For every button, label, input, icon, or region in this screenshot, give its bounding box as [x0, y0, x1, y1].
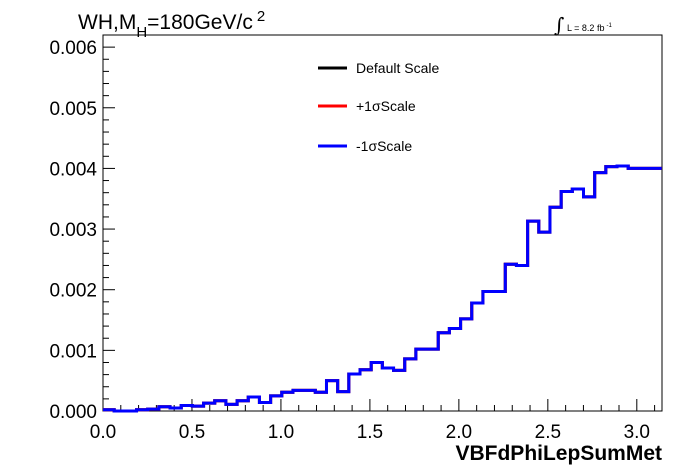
y-axis: 0.000 0.001 0.002 0.003 0.004 0.005 0.006 [49, 38, 115, 423]
title-main: WH,M [78, 11, 136, 34]
series-line-1 [103, 164, 662, 413]
chart-title: WH,MH=180GeV/c 2 [78, 8, 265, 41]
title-subscript: H [136, 24, 147, 41]
luminosity-label: ∫ L = 8.2 fb -1 [554, 13, 612, 37]
y-tick-label: 0.003 [49, 220, 97, 241]
lumi-value: L = 8.2 fb [567, 23, 604, 33]
title-rest: =180GeV/c [147, 11, 253, 34]
plot-area [102, 34, 663, 412]
x-tick-label: 3.0 [624, 422, 650, 443]
x-axis-label: VBFdPhiLepSumMet [455, 442, 662, 465]
x-tick-label: 2.0 [446, 422, 472, 443]
x-axis: 0.0 0.5 1.0 1.5 2.0 2.5 3.0 [90, 399, 656, 443]
y-tick-label: 0.000 [49, 402, 97, 423]
legend-label-1: +1σScale [356, 98, 416, 114]
lumi-superscript: -1 [606, 23, 612, 29]
series-layer [103, 164, 662, 413]
legend-label-2: -1σScale [356, 138, 412, 154]
plot-frame [102, 34, 663, 412]
y-tick-label: 0.005 [49, 99, 97, 120]
x-tick-label: 0.0 [90, 422, 116, 443]
series-line-0 [103, 164, 662, 413]
series-line-2 [103, 164, 662, 413]
y-tick-label: 0.001 [49, 341, 97, 362]
y-tick-label: 0.002 [49, 281, 97, 302]
lumi-text: L = 8.2 fb -1 [567, 23, 612, 33]
x-tick-label: 1.0 [268, 422, 294, 443]
y-tick-label: 0.004 [49, 159, 97, 180]
legend-label-0: Default Scale [356, 60, 439, 76]
y-tick-label: 0.006 [49, 38, 97, 59]
title-superscript: 2 [257, 8, 265, 25]
integral-symbol: ∫ [554, 13, 564, 37]
legend: Default Scale +1σScale -1σScale [318, 60, 439, 154]
x-tick-label: 1.5 [357, 422, 383, 443]
x-tick-label: 0.5 [179, 422, 205, 443]
x-tick-label: 2.5 [535, 422, 561, 443]
